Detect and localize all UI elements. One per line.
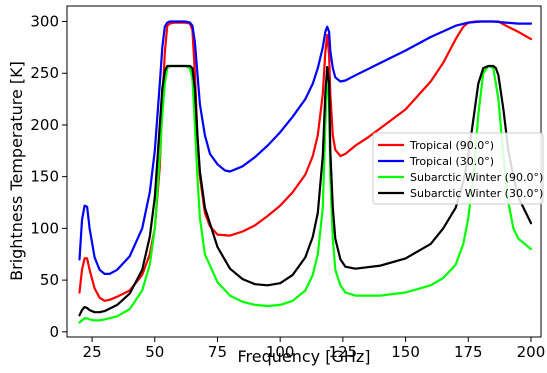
legend: Tropical (90.0°) Tropical (30.0°) Subarcti… <box>372 132 544 205</box>
series-layer <box>78 20 533 324</box>
x-tick-label: 75 <box>208 343 227 361</box>
legend-label-3: Subarctic Winter (30.0°) <box>410 187 543 200</box>
x-tick-label: 25 <box>83 343 102 361</box>
y-tick-label: 50 <box>40 271 59 289</box>
series-line-0 <box>78 20 533 302</box>
legend-label-2: Subarctic Winter (90.0°) <box>410 171 543 184</box>
x-tick-label: 150 <box>391 343 420 361</box>
series-line-1 <box>78 20 533 275</box>
legend-label-1: Tropical (30.0°) <box>409 155 494 168</box>
series-line-3 <box>78 64 533 317</box>
y-tick-label: 300 <box>30 13 59 31</box>
y-tick-label: 150 <box>30 168 59 186</box>
legend-box <box>372 132 544 205</box>
x-axis-label: Frequency [GHz] <box>237 347 370 366</box>
y-tick-label: 250 <box>30 64 59 82</box>
y-tick-label: 200 <box>30 116 59 134</box>
legend-label-0: Tropical (90.0°) <box>409 139 494 152</box>
x-tick-label: 100 <box>266 343 295 361</box>
x-tick-label: 200 <box>517 343 546 361</box>
x-tick-label: 125 <box>329 343 358 361</box>
axis-layer: 25 50 75 100 125 150 175 200 0 50 100 150 200 250 300 <box>30 13 545 361</box>
x-tick-label: 50 <box>145 343 164 361</box>
y-tick-label: 100 <box>30 219 59 237</box>
x-tick-label: 175 <box>454 343 483 361</box>
y-axis-label: Brightness Temperature [K] <box>7 61 26 281</box>
y-tick-label: 0 <box>49 323 59 341</box>
